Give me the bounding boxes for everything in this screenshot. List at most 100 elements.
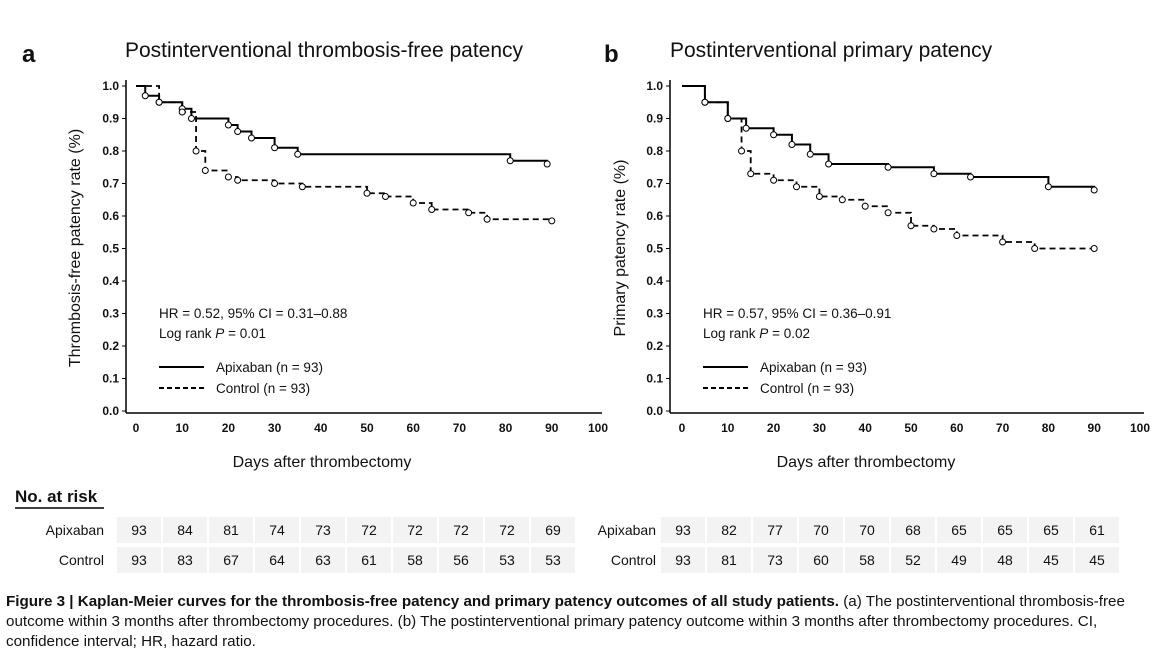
- y-tick-label: 0.2: [102, 339, 119, 353]
- risk-value: 68: [905, 522, 921, 538]
- x-tick-label: 20: [767, 421, 781, 435]
- risk-value: 65: [1043, 522, 1059, 538]
- risk-value: 93: [131, 522, 147, 538]
- risk-value: 67: [223, 552, 239, 568]
- risk-value: 48: [997, 552, 1013, 568]
- x-tick-label: 50: [360, 421, 374, 435]
- risk-value: 65: [951, 522, 967, 538]
- y-tick-label: 0.4: [102, 274, 119, 288]
- y-tick-label: 0.7: [646, 177, 663, 191]
- chart-title: Postinterventional thrombosis-free paten…: [125, 39, 524, 62]
- risk-value: 45: [1089, 552, 1105, 568]
- p-value: = 0.02: [768, 326, 810, 341]
- censor-mark: [381, 193, 389, 200]
- x-tick-label: 100: [1130, 421, 1150, 435]
- x-tick-label: 10: [176, 421, 190, 435]
- kaplan-meier-figure: a Postinterventional thrombosis-free pate…: [15, 39, 1150, 573]
- p-value: = 0.01: [224, 326, 266, 341]
- y-tick-label: 0.2: [646, 339, 663, 353]
- censor-mark: [506, 157, 514, 165]
- censor-mark: [770, 176, 778, 184]
- risk-value: 84: [177, 522, 193, 538]
- x-tick-label: 90: [1088, 421, 1102, 435]
- y-tick-label: 1.0: [102, 79, 119, 93]
- censor-mark: [861, 202, 869, 210]
- y-tick-label: 0.6: [102, 209, 119, 223]
- x-tick-label: 80: [1042, 421, 1056, 435]
- censor-mark: [192, 147, 200, 155]
- x-tick-label: 10: [721, 421, 735, 435]
- y-tick-label: 0.1: [102, 372, 119, 386]
- legend-label: Apixaban (n = 93): [216, 360, 323, 375]
- logrank-text: Log rank: [703, 326, 759, 341]
- risk-value: 60: [813, 552, 829, 568]
- risk-value: 61: [1089, 522, 1105, 538]
- risk-value: 53: [499, 552, 515, 568]
- hr-annotation: HR = 0.52, 95% CI = 0.31–0.88: [159, 306, 347, 321]
- censor-mark: [701, 98, 709, 106]
- risk-cell: [845, 547, 889, 573]
- risk-cell: [753, 517, 797, 543]
- risk-row-label: Control: [611, 552, 656, 568]
- censor-mark: [543, 160, 551, 168]
- risk-value: 64: [269, 552, 285, 568]
- risk-cell: [661, 547, 705, 573]
- y-tick-label: 0.0: [102, 404, 119, 418]
- censor-mark: [234, 128, 242, 135]
- censor-mark: [409, 199, 417, 207]
- risk-value: 72: [361, 522, 377, 538]
- risk-cell: [707, 517, 751, 543]
- x-tick-label: 30: [813, 421, 827, 435]
- y-tick-label: 0.7: [102, 177, 119, 191]
- risk-value: 81: [223, 522, 239, 538]
- panel-letter: a: [22, 41, 36, 68]
- censor-mark: [224, 173, 232, 181]
- y-tick-label: 0.5: [646, 242, 663, 256]
- x-tick-label: 40: [314, 421, 328, 435]
- logrank-annotation: Log rank P = 0.01: [159, 326, 266, 341]
- risk-cell: [117, 517, 161, 543]
- risk-cell: [485, 547, 529, 573]
- risk-header: No. at risk: [15, 487, 98, 506]
- censor-mark: [724, 115, 732, 122]
- censor-mark: [187, 115, 195, 122]
- censor-mark: [742, 124, 750, 132]
- censor-mark: [884, 163, 892, 171]
- risk-cell: [1075, 517, 1119, 543]
- y-tick-label: 0.0: [646, 404, 663, 418]
- risk-value: 61: [361, 552, 377, 568]
- y-tick-label: 0.1: [646, 372, 663, 386]
- censor-mark: [294, 150, 302, 158]
- x-tick-label: 60: [950, 421, 964, 435]
- p-symbol: P: [759, 326, 768, 341]
- x-tick-label: 0: [679, 421, 686, 435]
- censor-mark: [234, 176, 242, 184]
- risk-value: 69: [545, 522, 561, 538]
- censor-mark: [930, 225, 938, 233]
- censor-mark: [298, 183, 306, 191]
- risk-cell: [347, 547, 391, 573]
- censor-mark: [1090, 186, 1098, 194]
- risk-cell: [163, 547, 207, 573]
- y-tick-label: 0.8: [102, 144, 119, 158]
- risk-value: 93: [675, 522, 691, 538]
- risk-value: 93: [675, 552, 691, 568]
- logrank-text: Log rank: [159, 326, 215, 341]
- risk-cell: [255, 517, 299, 543]
- censor-mark: [770, 131, 778, 139]
- risk-cell: [799, 547, 843, 573]
- risk-cell: [531, 517, 575, 543]
- risk-cell: [531, 547, 575, 573]
- risk-value: 82: [721, 522, 737, 538]
- risk-value: 77: [767, 522, 783, 538]
- risk-cell: [845, 517, 889, 543]
- risk-value: 73: [767, 552, 783, 568]
- risk-value: 63: [315, 552, 331, 568]
- risk-value: 72: [453, 522, 469, 538]
- panel-b: b Postinterventional primary patency 0.0 0.…: [598, 39, 1150, 573]
- caption-text: (a) The postinterventional thrombosis-fr…: [6, 593, 1125, 650]
- x-tick-label: 90: [545, 421, 559, 435]
- x-tick-label: 70: [453, 421, 467, 435]
- risk-value: 74: [269, 522, 285, 538]
- risk-cell: [753, 547, 797, 573]
